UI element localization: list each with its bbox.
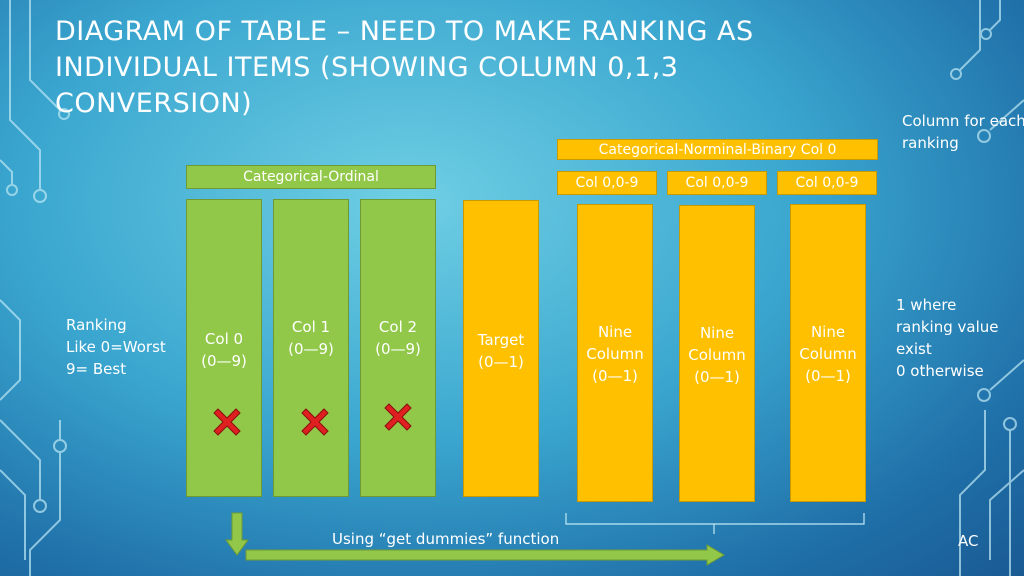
column-line1: Nine (597, 323, 633, 341)
ordinal-column-1: Col 1 (0—9) (273, 199, 349, 497)
cross-mark-icon (384, 403, 412, 431)
column-line2: Column (688, 346, 746, 364)
column-line2: Column (799, 345, 857, 363)
column-name: Col 2 (378, 318, 418, 336)
column-range: (0—9) (375, 340, 421, 358)
value-note-line1: 1 where (896, 296, 957, 314)
slide-title: Diagram of table – need to make ranking … (55, 16, 754, 119)
target-column: Target (0—1) (463, 200, 539, 497)
column-name: Col 1 (291, 318, 331, 336)
column-range: (0—9) (288, 340, 334, 358)
footer-initials: AC (958, 532, 979, 550)
column-range: (0—1) (592, 367, 638, 385)
column-note-line1: Column for each (902, 112, 1024, 130)
ordinal-column-0: Col 0 (0—9) (186, 199, 262, 497)
column-line1: Nine (699, 324, 735, 342)
column-range: (0—1) (478, 353, 524, 371)
column-line1: Nine (810, 323, 846, 341)
column-name: Col 0 (204, 330, 244, 348)
ranking-note-line1: Ranking (66, 316, 127, 334)
column-line2: Column (586, 345, 644, 363)
column-range: (0—1) (805, 367, 851, 385)
value-note-line2: ranking value (896, 318, 999, 336)
ordinal-header: Categorical-Ordinal (186, 165, 436, 189)
brace (565, 513, 865, 534)
column-note-line2: ranking (902, 134, 959, 152)
column-name: Target (477, 331, 525, 349)
binary-column-0: Nine Column (0—1) (577, 204, 653, 502)
down-arrow-icon (225, 512, 249, 556)
binary-subheader-0: Col 0,0-9 (557, 171, 657, 195)
column-range: (0—9) (201, 352, 247, 370)
binary-column-1: Nine Column (0—1) (679, 205, 755, 502)
column-range: (0—1) (694, 368, 740, 386)
ranking-note: Ranking Like 0=Worst 9= Best (66, 314, 166, 380)
value-note-line4: 0 otherwise (896, 362, 984, 380)
value-note-line3: exist (896, 340, 932, 358)
value-note: 1 where ranking value exist 0 otherwise (896, 294, 999, 382)
binary-subheader-2: Col 0,0-9 (777, 171, 877, 195)
binary-subheader-1: Col 0,0-9 (667, 171, 767, 195)
binary-column-2: Nine Column (0—1) (790, 204, 866, 502)
ordinal-column-2: Col 2 (0—9) (360, 199, 436, 497)
cross-mark-icon (213, 408, 241, 436)
cross-mark-icon (301, 408, 329, 436)
right-arrow-icon (245, 544, 725, 566)
ranking-note-line3: 9= Best (66, 360, 127, 378)
column-note: Column for each ranking (902, 110, 1024, 154)
arrow-label: Using “get dummies” function (332, 530, 560, 548)
ranking-note-line2: Like 0=Worst (66, 338, 166, 356)
binary-header: Categorical-Norminal-Binary Col 0 (557, 139, 878, 160)
